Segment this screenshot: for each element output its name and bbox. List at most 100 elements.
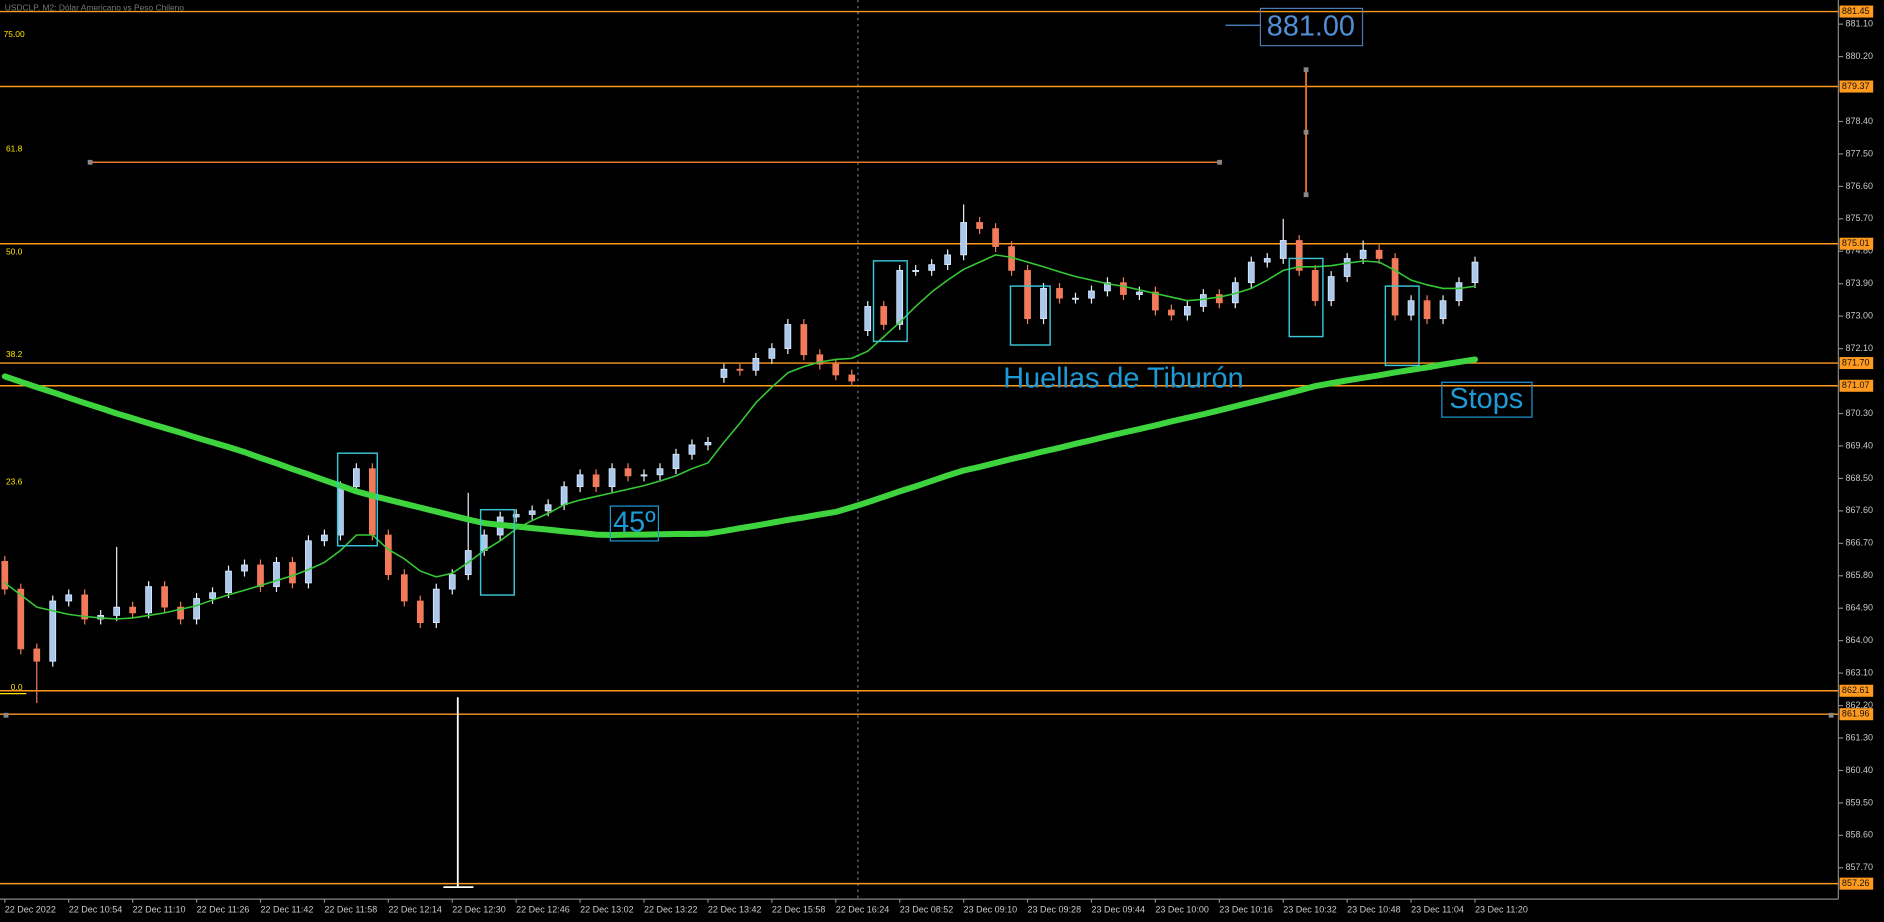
x-tick-label: 22 Dec 13:02 bbox=[580, 904, 634, 914]
handle bbox=[3, 712, 9, 718]
y-tick-label: 859.50 bbox=[1846, 797, 1874, 807]
x-tick-label: 23 Dec 09:10 bbox=[964, 904, 1018, 914]
level-tag bbox=[1839, 379, 1874, 392]
y-tick-label: 867.60 bbox=[1846, 505, 1874, 515]
x-tick-label: 22 Dec 10:54 bbox=[69, 904, 123, 914]
chart-title: USDCLP, M2: Dólar Americano vs Peso Chil… bbox=[5, 3, 185, 13]
candle-body bbox=[720, 368, 728, 378]
candle-body bbox=[1407, 300, 1415, 316]
candle-body bbox=[1024, 270, 1031, 320]
candle-body bbox=[1295, 240, 1303, 271]
candle-body bbox=[257, 564, 264, 587]
handle bbox=[1303, 67, 1309, 73]
candle-body bbox=[1263, 258, 1271, 263]
x-tick-label: 22 Dec 13:42 bbox=[708, 904, 762, 914]
y-tick-label: 873.00 bbox=[1846, 311, 1874, 321]
y-tick-label: 870.30 bbox=[1846, 408, 1874, 418]
candle-body bbox=[528, 510, 536, 515]
candle-body bbox=[321, 534, 328, 542]
candle-body bbox=[1, 560, 9, 590]
level-tag bbox=[1839, 708, 1874, 721]
y-tick-label: 864.90 bbox=[1846, 603, 1874, 613]
x-tick-label: 23 Dec 11:20 bbox=[1475, 904, 1528, 914]
y-tick-label: 864.00 bbox=[1846, 635, 1874, 645]
candle-body bbox=[976, 222, 983, 229]
candle-body bbox=[752, 358, 760, 371]
x-tick-label: 22 Dec 13:22 bbox=[644, 904, 698, 914]
candle-body bbox=[576, 474, 584, 488]
level-label: 861.96 bbox=[1842, 709, 1870, 719]
candle-body bbox=[353, 468, 360, 488]
y-tick-label: 880.20 bbox=[1846, 51, 1874, 61]
y-tick-label: 881.10 bbox=[1846, 19, 1874, 29]
candle-body bbox=[1423, 300, 1431, 320]
candle-body bbox=[1183, 306, 1191, 316]
x-tick-label: 23 Dec 08:52 bbox=[900, 904, 954, 914]
y-tick-label: 877.50 bbox=[1846, 148, 1874, 158]
candle-body bbox=[608, 468, 616, 488]
candle-body bbox=[177, 606, 184, 620]
box bbox=[872, 260, 908, 343]
annotation-box bbox=[1441, 381, 1533, 418]
candle-body bbox=[368, 468, 376, 536]
candle-body bbox=[592, 474, 600, 488]
candle-body bbox=[305, 540, 312, 584]
candle-body bbox=[816, 354, 824, 365]
candle-body bbox=[1439, 300, 1447, 320]
candle-body bbox=[1136, 291, 1143, 295]
level-label: 857.26 bbox=[1842, 878, 1870, 888]
fib-label: 23.6 bbox=[6, 476, 23, 486]
candle-body bbox=[624, 468, 632, 477]
handle bbox=[1217, 159, 1222, 165]
x-tick-label: 22 Dec 2022 bbox=[5, 904, 56, 914]
candle-body bbox=[1199, 294, 1207, 307]
ma-line bbox=[1, 356, 1479, 539]
box bbox=[479, 508, 515, 596]
level-label: 881.45 bbox=[1842, 6, 1870, 16]
level-tag bbox=[1839, 237, 1874, 250]
candle-body bbox=[768, 348, 776, 359]
annotation-box bbox=[1259, 7, 1364, 47]
candle-body bbox=[784, 324, 792, 349]
x-tick-label: 22 Dec 11:58 bbox=[324, 904, 377, 914]
fib-label: 61.8 bbox=[6, 143, 23, 153]
candle-body bbox=[289, 562, 296, 584]
x-tick-label: 23 Dec 10:32 bbox=[1283, 904, 1337, 914]
box bbox=[336, 452, 379, 547]
candle-body bbox=[848, 374, 856, 382]
candle-body bbox=[193, 598, 200, 620]
level-tag bbox=[1839, 877, 1874, 890]
candle-body bbox=[1471, 261, 1479, 284]
candle-body bbox=[512, 514, 520, 518]
level-tag bbox=[1839, 5, 1874, 18]
y-tick-label: 875.70 bbox=[1846, 213, 1874, 223]
candle-body bbox=[480, 534, 488, 551]
x-tick-label: 22 Dec 11:42 bbox=[260, 904, 313, 914]
annotation: 45º bbox=[613, 507, 656, 539]
y-tick-label: 878.40 bbox=[1846, 116, 1874, 126]
candle-body bbox=[1104, 282, 1111, 292]
candle-body bbox=[944, 254, 952, 265]
handle bbox=[87, 159, 93, 165]
candle-body bbox=[864, 306, 872, 331]
candle-body bbox=[928, 264, 936, 271]
candle-body bbox=[384, 534, 392, 576]
candle-body bbox=[992, 228, 999, 247]
x-tick-label: 22 Dec 11:26 bbox=[197, 904, 250, 914]
level-tag bbox=[1839, 684, 1874, 697]
y-tick-label: 857.70 bbox=[1846, 862, 1874, 872]
level-label: 875.01 bbox=[1842, 238, 1870, 248]
y-tick-label: 863.10 bbox=[1846, 667, 1874, 677]
candle-body bbox=[1040, 288, 1047, 320]
candle-body bbox=[672, 453, 680, 470]
box bbox=[1009, 285, 1051, 346]
box bbox=[1384, 285, 1420, 367]
y-tick-label: 872.10 bbox=[1846, 343, 1874, 353]
candle-body bbox=[656, 468, 664, 476]
candle-body bbox=[145, 586, 152, 614]
x-tick-label: 22 Dec 15:58 bbox=[772, 904, 826, 914]
x-tick-label: 22 Dec 12:46 bbox=[516, 904, 570, 914]
